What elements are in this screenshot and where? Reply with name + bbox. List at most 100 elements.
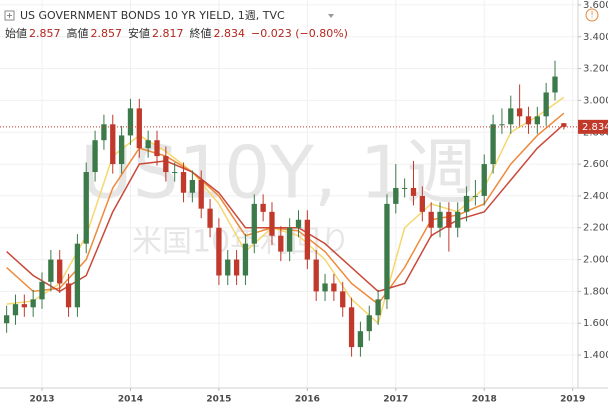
candle-body — [260, 203, 266, 212]
legend-label: 高値 — [67, 26, 89, 40]
candle-body — [189, 179, 196, 193]
candle-body — [322, 283, 328, 292]
legend-change: −0.023 (−0.80%) — [251, 27, 348, 40]
legend-value: 2.857 — [29, 27, 61, 40]
ribbon-line — [6, 96, 565, 325]
candle-body — [455, 211, 461, 228]
legend-value: 2.817 — [152, 27, 184, 40]
candle-body — [463, 195, 470, 212]
ohlc-legend: 始値 2.857 高値 2.857 安値 2.817 終値 2.834 −0.023 (−0.8… — [5, 26, 348, 40]
candle-body — [401, 187, 408, 189]
legend-value: 2.857 — [91, 27, 123, 40]
candle-body — [490, 124, 496, 165]
candle-body — [304, 219, 311, 260]
candle-body — [110, 124, 116, 165]
last-price-tag — [578, 119, 608, 134]
x-tick-label: 2016 — [295, 395, 320, 405]
y-tick-label: 3.200 — [583, 64, 608, 75]
candle-body — [118, 135, 125, 165]
y-tick-label: 1.400 — [583, 350, 608, 361]
candle-body — [3, 315, 10, 324]
candle-body — [499, 124, 505, 126]
candle-body — [419, 195, 425, 212]
candle-body — [331, 283, 337, 292]
candle-body — [437, 211, 443, 228]
candle-body — [348, 307, 355, 348]
candle-body — [180, 172, 187, 193]
candle-body — [136, 108, 142, 149]
candle-body — [198, 179, 204, 209]
candle-body — [145, 140, 151, 149]
candle-body — [172, 172, 178, 174]
candle-body — [39, 281, 45, 300]
collapse-icon[interactable] — [4, 10, 15, 21]
x-tick-label: 2018 — [472, 395, 497, 405]
y-tick-label: 2.000 — [583, 255, 608, 266]
candle-body — [269, 211, 275, 236]
candle-body — [446, 211, 452, 228]
dropdown-arrow[interactable] — [328, 14, 334, 18]
candle-body — [534, 116, 540, 125]
alert-icon-mark: ! — [590, 11, 594, 21]
ribbon-line — [6, 112, 565, 306]
candle-body — [74, 243, 81, 308]
candle-body — [83, 172, 89, 244]
alert-icon[interactable] — [585, 8, 599, 22]
grid — [0, 0, 578, 388]
candle-body — [366, 315, 372, 332]
candle-body — [525, 116, 532, 125]
candle-body — [30, 299, 36, 308]
candle-body — [384, 203, 390, 300]
x-tick-label: 2019 — [560, 395, 585, 405]
y-tick-label: 3.400 — [583, 32, 608, 43]
candle-body — [410, 187, 417, 196]
candle-body — [225, 259, 231, 276]
legend-label: 始値 — [5, 26, 27, 40]
y-tick-label: 2.400 — [583, 191, 608, 202]
candle-body — [65, 283, 72, 308]
candle-body — [251, 203, 257, 244]
candle-body — [57, 259, 63, 284]
candle-body — [154, 140, 160, 157]
candle-body — [21, 304, 27, 308]
ribbon-line — [6, 123, 565, 293]
candle-body — [207, 208, 213, 228]
candle-body — [163, 156, 169, 173]
candle-body — [242, 243, 249, 276]
candle-body — [216, 227, 222, 276]
legend-value: 2.834 — [214, 27, 246, 40]
candle-body — [48, 259, 54, 282]
x-tick-label: 2014 — [118, 395, 143, 405]
legend-label: 安値 — [128, 26, 150, 40]
legend-label: 終値 — [190, 26, 212, 40]
last-price-label: 2.834 — [582, 122, 608, 133]
candle-body — [92, 140, 98, 173]
candle-body — [287, 227, 293, 252]
candle-body — [543, 92, 549, 117]
y-tick-label: 2.200 — [583, 223, 608, 234]
candle-body — [393, 187, 399, 204]
candle-body — [357, 331, 364, 348]
candle-body — [127, 108, 134, 136]
candle-body — [278, 235, 284, 252]
chart-title[interactable]: US GOVERNMENT BONDS 10 YR YIELD, 1週, TVC — [20, 9, 285, 22]
candle-body — [12, 304, 19, 316]
candle-body — [340, 291, 346, 308]
y-tick-label: 3.600 — [583, 0, 608, 11]
plot — [0, 60, 578, 357]
candle-body — [481, 164, 487, 196]
x-tick-label: 2013 — [29, 395, 54, 405]
y-tick-label: 2.600 — [583, 159, 608, 170]
candle-body — [233, 259, 240, 276]
candle-body — [375, 299, 381, 316]
candle-body — [101, 124, 107, 141]
y-tick-label: 3.000 — [583, 95, 608, 106]
axes: 1.4001.6001.8002.0002.2002.4002.6002.800… — [29, 0, 608, 405]
candle-body — [552, 76, 558, 93]
y-tick-label: 1.800 — [583, 286, 608, 297]
candle-body — [508, 108, 514, 125]
candle-body — [313, 259, 319, 292]
candle-body — [561, 123, 567, 127]
